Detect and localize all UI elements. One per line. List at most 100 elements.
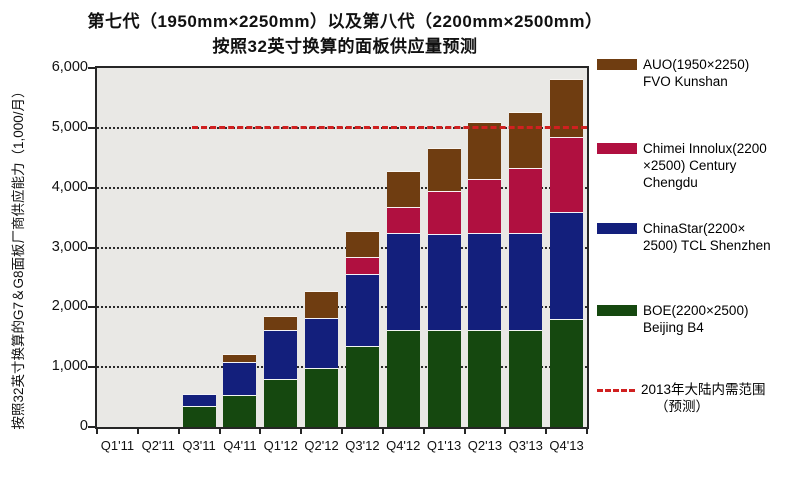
bar-segment: [182, 406, 216, 427]
bar-segment: [509, 111, 543, 168]
chinastar-color-swatch: [597, 223, 637, 234]
y-axis-tick: [88, 306, 95, 309]
y-tick-label: 1,000: [51, 358, 88, 375]
y-tick-label: 6,000: [51, 59, 88, 75]
bar-segment: [345, 273, 379, 347]
legend-label-line: Beijing B4: [643, 320, 704, 335]
bar-segment: [550, 136, 584, 212]
bar-segment: [386, 330, 420, 427]
bar-segment: [345, 257, 379, 274]
bar-segment: [550, 211, 584, 320]
bar-segment: [468, 121, 502, 179]
legend: AUO(1950×2250) FVO Kunshan Chimei Innolu…: [597, 0, 797, 497]
bar-segment: [427, 234, 461, 331]
legend-item-chimei: Chimei Innolux(2200 ×2500) Century Cheng…: [597, 140, 767, 191]
x-tick-label: Q4'13: [549, 438, 584, 453]
bar-segment: [427, 147, 461, 192]
bar-segment: [345, 230, 379, 258]
bar-segment: [305, 318, 339, 368]
plot-canvas: [97, 68, 587, 427]
boe-color-swatch: [597, 305, 637, 316]
bar-segment: [427, 330, 461, 427]
legend-item-boe: BOE(2200×2500) Beijing B4: [597, 302, 748, 336]
x-tick-label: Q3'11: [182, 438, 216, 453]
bar-segment: [386, 207, 420, 233]
x-tick-label: Q1'11: [100, 438, 135, 453]
legend-label-line: FVO Kunshan: [643, 74, 728, 89]
x-tick-label: Q4'12: [386, 438, 421, 453]
chart-title-line2: 按照32英寸换算的面板供应量预测: [212, 37, 478, 56]
legend-label-line: BOE(2200×2500): [643, 303, 749, 318]
bar-segment: [468, 178, 502, 234]
x-tick-label: Q4'11: [223, 438, 257, 453]
bar-segment: [509, 167, 543, 234]
y-axis-title: 按照32英寸换算的G7＆G8面板厂商供应能力（1,000/月）: [11, 84, 26, 430]
bar-segment: [264, 379, 298, 427]
x-tick-label: Q3'12: [345, 438, 380, 453]
chart-title-line1: 第七代（1950mm×2250mm）以及第八代（2200mm×2500mm）: [87, 12, 603, 31]
legend-label-auo: AUO(1950×2250) FVO Kunshan: [643, 56, 749, 90]
x-axis-tick: [586, 429, 588, 434]
y-axis-tick: [88, 246, 95, 249]
legend-label-line: ChinaStar(2200×: [643, 221, 746, 236]
legend-label-line: 2013年大陆内需范围: [641, 382, 766, 397]
bar-segment: [305, 367, 339, 427]
x-axis-tick: [381, 429, 384, 434]
legend-label-demand-range: 2013年大陆内需范围 （预测）: [641, 381, 766, 415]
x-tick-label: Q2'13: [467, 438, 503, 453]
legend-label-chinastar: ChinaStar(2200× 2500) TCL Shenzhen: [643, 220, 771, 254]
x-tick-label: Q1'12: [263, 438, 298, 453]
bar-segment: [386, 232, 420, 331]
y-tick-label: 0: [79, 418, 88, 434]
legend-item-chinastar: ChinaStar(2200× 2500) TCL Shenzhen: [597, 220, 771, 254]
bar-segment: [509, 330, 543, 427]
bar-segment: [468, 233, 502, 331]
y-tick-label: 3,000: [51, 238, 88, 255]
gridline-4000: [97, 186, 587, 189]
auo-color-swatch: [597, 59, 637, 70]
bar-segment: [468, 330, 502, 427]
y-axis-tick: [88, 366, 95, 369]
legend-item-auo: AUO(1950×2250) FVO Kunshan: [597, 56, 749, 90]
gridline-2000: [97, 306, 587, 309]
bar-segment: [223, 354, 257, 363]
y-tick-label: 5,000: [51, 118, 88, 135]
legend-label-line: （预测）: [655, 399, 709, 414]
bar-segment: [345, 346, 379, 427]
chimei-color-swatch: [597, 143, 637, 154]
legend-label-chimei: Chimei Innolux(2200 ×2500) Century Cheng…: [643, 140, 767, 191]
y-axis-tick: [88, 186, 95, 189]
legend-label-line: Chimei Innolux(2200: [643, 141, 767, 156]
x-axis-tick: [177, 429, 180, 434]
bar-segment: [223, 362, 257, 396]
x-axis-tick: [259, 429, 262, 434]
x-tick-label: Q3'13: [508, 438, 543, 453]
y-axis-tick: [88, 126, 95, 129]
x-axis-tick: [422, 429, 425, 434]
y-tick-label: 2,000: [51, 298, 88, 315]
x-axis-tick: [300, 429, 303, 434]
legend-item-2013-demand-range: 2013年大陆内需范围 （预测）: [597, 381, 766, 415]
bar-segment: [550, 319, 584, 427]
y-axis-tick: [88, 67, 95, 69]
legend-label-boe: BOE(2200×2500) Beijing B4: [643, 302, 748, 336]
y-tick-label: 4,000: [51, 178, 88, 195]
x-axis-tick: [136, 429, 139, 434]
legend-label-line: 2500) TCL Shenzhen: [643, 238, 771, 253]
gridline-3000: [97, 246, 587, 249]
y-axis-tick: [88, 426, 95, 428]
x-tick-label: Q1'13: [426, 438, 462, 453]
x-axis-tick: [341, 429, 343, 434]
gridline-1000: [97, 366, 587, 369]
bar-segment: [223, 395, 257, 427]
bar-segment: [305, 291, 339, 319]
legend-label-line: Chengdu: [643, 175, 698, 190]
bar-segment: [386, 171, 420, 208]
x-tick-label: Q2'11: [141, 438, 175, 453]
x-axis-tick: [545, 429, 548, 434]
legend-label-line: ×2500) Century: [643, 158, 737, 173]
x-axis-tick: [504, 429, 507, 434]
plot-area: [95, 66, 589, 429]
reference-line-2013-demand: [192, 125, 587, 129]
